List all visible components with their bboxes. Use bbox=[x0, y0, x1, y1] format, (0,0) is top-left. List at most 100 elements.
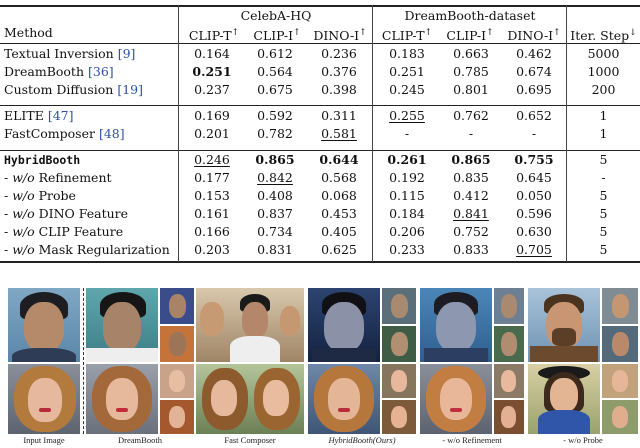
metric-value: 0.462 bbox=[516, 46, 552, 61]
iter-step-value: 5 bbox=[599, 188, 608, 203]
metric-value: 0.612 bbox=[257, 46, 293, 61]
metric-value: 0.261 bbox=[387, 152, 427, 167]
metric-header: CLIP-I↑ bbox=[253, 28, 301, 44]
iter-step-header: Iter. Step↓ bbox=[570, 28, 637, 44]
dreambooth-thumb-woman bbox=[160, 364, 194, 398]
metric-value: 0.645 bbox=[516, 170, 552, 185]
wo-refinement-thumb-man bbox=[494, 326, 524, 362]
input-image-man bbox=[8, 288, 80, 362]
metric-value: 0.644 bbox=[319, 152, 359, 167]
caption-input-image: Input Image bbox=[23, 435, 65, 445]
method-name: Custom Diffusion [19] bbox=[4, 82, 143, 97]
metric-value: 0.233 bbox=[389, 242, 425, 257]
bottom-rule bbox=[0, 261, 640, 263]
metric-value: 0.453 bbox=[321, 206, 357, 221]
iter-step-value: 5 bbox=[599, 242, 608, 257]
metric-value: 0.408 bbox=[257, 188, 293, 203]
metric-value: 0.236 bbox=[321, 46, 357, 61]
dreambooth-thumb-woman bbox=[160, 400, 194, 434]
qualitative-figure: Input Image DreamBooth Fast Composer Hyb… bbox=[0, 284, 640, 448]
divider-dashed bbox=[83, 288, 84, 434]
metric-value: 0.398 bbox=[321, 82, 357, 97]
caption-hybridbooth: HybridBooth(Ours) bbox=[328, 435, 396, 445]
metric-value: 0.237 bbox=[194, 82, 230, 97]
method-name: FastComposer [48] bbox=[4, 126, 125, 141]
fastcomposer-result-woman bbox=[196, 364, 304, 434]
hybridbooth-result-woman bbox=[308, 364, 380, 434]
metric-value: 0.251 bbox=[192, 64, 232, 79]
metric-value: 0.831 bbox=[257, 242, 293, 257]
wo-probe-thumb-woman bbox=[602, 400, 638, 434]
iter-step-value: 1 bbox=[599, 108, 608, 123]
wo-probe-result-woman bbox=[528, 364, 600, 434]
metric-value: 0.837 bbox=[257, 206, 293, 221]
metric-value: 0.752 bbox=[453, 224, 489, 239]
metric-value: 0.865 bbox=[451, 152, 491, 167]
metric-value: 0.842 bbox=[257, 170, 293, 185]
metric-value: 0.405 bbox=[321, 224, 357, 239]
hybridbooth-thumb-woman bbox=[382, 364, 416, 398]
metric-value: - bbox=[531, 126, 537, 141]
wo-refinement-thumb-woman bbox=[494, 364, 524, 398]
iter-step-value: 5000 bbox=[587, 46, 620, 61]
metric-value: 0.115 bbox=[389, 188, 425, 203]
dreambooth-thumb-man bbox=[160, 326, 194, 362]
top-rule bbox=[0, 5, 640, 7]
metric-header: CLIP-I↑ bbox=[446, 28, 494, 44]
iter-step-value: - bbox=[601, 170, 606, 185]
wo-refinement-thumb-woman bbox=[494, 400, 524, 434]
metric-value: 0.695 bbox=[516, 82, 552, 97]
group-rule-1 bbox=[0, 105, 640, 106]
metric-value: 0.068 bbox=[321, 188, 357, 203]
metric-value: 0.412 bbox=[453, 188, 489, 203]
col-divider-3 bbox=[566, 5, 567, 262]
metric-value: 0.311 bbox=[321, 108, 357, 123]
dreambooth-dataset-header: DreamBooth-dataset bbox=[404, 8, 536, 23]
wo-probe-thumb-man bbox=[602, 326, 638, 362]
method-name: ELITE [47] bbox=[4, 108, 74, 123]
metric-value: 0.630 bbox=[516, 224, 552, 239]
metric-value: 0.592 bbox=[257, 108, 293, 123]
metric-value: - bbox=[468, 126, 474, 141]
metric-value: 0.596 bbox=[516, 206, 552, 221]
iter-step-value: 1 bbox=[599, 126, 608, 141]
metric-value: 0.246 bbox=[194, 152, 230, 167]
metric-value: 0.785 bbox=[453, 64, 489, 79]
metric-value: 0.652 bbox=[516, 108, 552, 123]
metric-value: 0.663 bbox=[453, 46, 489, 61]
metric-value: 0.675 bbox=[257, 82, 293, 97]
metric-value: 0.376 bbox=[321, 64, 357, 79]
metric-value: 0.184 bbox=[389, 206, 425, 221]
col-divider-1 bbox=[178, 5, 179, 262]
metric-value: 0.705 bbox=[516, 242, 552, 257]
metric-value: 0.177 bbox=[194, 170, 230, 185]
metric-value: 0.251 bbox=[389, 64, 425, 79]
citation-link: [9] bbox=[117, 46, 136, 61]
metric-value: 0.625 bbox=[321, 242, 357, 257]
metric-header: DINO-I↑ bbox=[507, 28, 561, 44]
metric-value: 0.050 bbox=[516, 188, 552, 203]
metric-value: 0.153 bbox=[194, 188, 230, 203]
metric-value: 0.201 bbox=[194, 126, 230, 141]
input-image-woman bbox=[8, 364, 80, 434]
metric-value: 0.564 bbox=[257, 64, 293, 79]
metric-value: 0.255 bbox=[389, 108, 425, 123]
caption-dreambooth: DreamBooth bbox=[118, 435, 162, 445]
caption-wo-probe: - w/o Probe bbox=[563, 435, 603, 445]
iter-step-value: 200 bbox=[591, 82, 616, 97]
wo-refinement-result-woman bbox=[420, 364, 492, 434]
method-header: Method bbox=[4, 25, 53, 40]
hybridbooth-thumb-man bbox=[382, 288, 416, 324]
metric-value: 0.841 bbox=[453, 206, 489, 221]
metric-value: 0.762 bbox=[453, 108, 489, 123]
iter-step-value: 5 bbox=[599, 206, 608, 221]
metric-value: - bbox=[404, 126, 410, 141]
metric-value: 0.755 bbox=[514, 152, 554, 167]
metric-value: 0.568 bbox=[321, 170, 357, 185]
fastcomposer-result-man bbox=[196, 288, 304, 362]
wo-refinement-result-man bbox=[420, 288, 492, 362]
citation-link: [48] bbox=[98, 126, 125, 141]
metric-value: 0.169 bbox=[194, 108, 230, 123]
dreambooth-result-woman bbox=[86, 364, 158, 434]
method-name: - w/o Mask Regularization bbox=[4, 242, 170, 257]
